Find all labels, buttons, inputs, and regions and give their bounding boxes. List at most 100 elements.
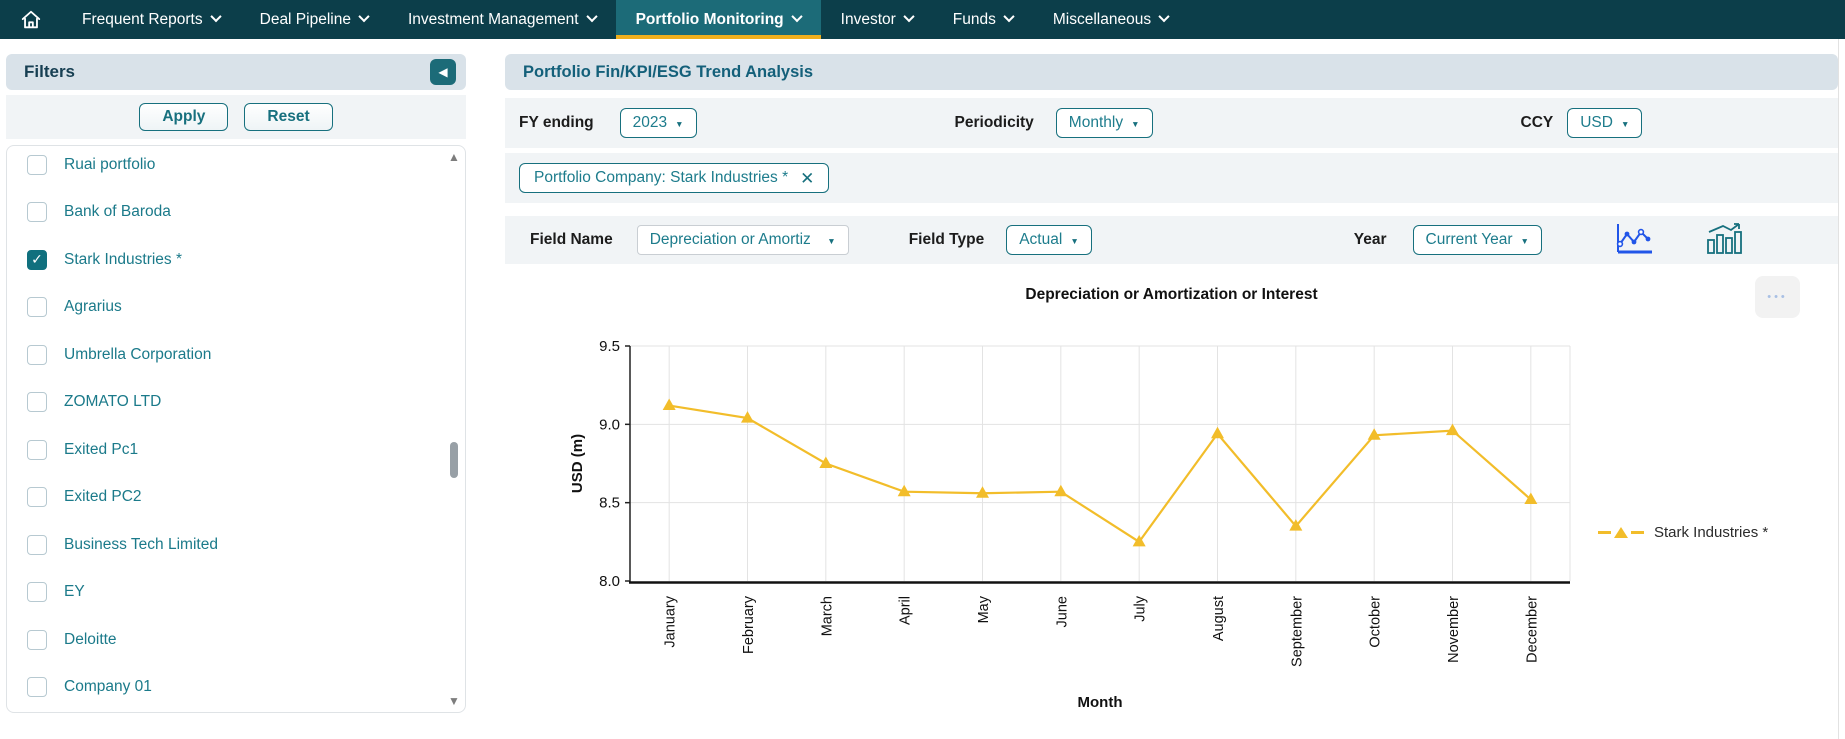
line-chart-view-button[interactable]	[1615, 222, 1655, 259]
view-switcher	[1615, 222, 1743, 259]
checkbox[interactable]	[27, 344, 47, 365]
nav-item-label: Investment Management	[407, 10, 579, 28]
caret-down-icon: ▼	[1520, 235, 1529, 246]
list-item-business-tech-limited: Business Tech Limited	[27, 521, 445, 569]
checkbox[interactable]	[27, 297, 47, 318]
company-label: Exited Pc1	[64, 440, 139, 458]
checkbox[interactable]	[27, 154, 47, 175]
filters-title: Filters	[24, 62, 76, 81]
year-label: Year	[1353, 231, 1387, 248]
nav-item-miscellaneous[interactable]: Miscellaneous	[1033, 0, 1188, 39]
collapse-left-icon: ◀	[438, 65, 448, 79]
caret-down-icon: ▼	[827, 235, 836, 246]
svg-text:April: April	[898, 596, 914, 625]
list-item-umbrella-corporation: Umbrella Corporation	[27, 331, 445, 379]
list-item-stark-industries: ✓ Stark Industries *	[27, 236, 445, 284]
svg-text:August: August	[1211, 596, 1227, 641]
nav-item-portfolio-monitoring[interactable]: Portfolio Monitoring	[615, 0, 821, 39]
list-item-ey: EY	[27, 569, 445, 617]
checkbox[interactable]	[27, 629, 47, 650]
list-item-deloitte: Deloitte	[27, 616, 445, 664]
checkbox[interactable]	[27, 439, 47, 460]
checkbox[interactable]	[27, 534, 47, 555]
bar-chart-view-button[interactable]	[1703, 222, 1743, 259]
caret-down-icon: ▼	[1620, 118, 1630, 129]
nav-item-label: Portfolio Monitoring	[635, 10, 784, 28]
list-item-exited-pc2: Exited PC2	[27, 474, 445, 522]
scrollbar[interactable]: ▲ ▼	[446, 150, 462, 708]
svg-text:May: May	[976, 595, 992, 623]
nav-item-investment-management[interactable]: Investment Management	[388, 0, 616, 39]
chevron-down-icon	[1003, 10, 1015, 23]
page-edge-divider	[1838, 39, 1839, 739]
scrollbar-thumb[interactable]	[450, 442, 458, 478]
home-icon	[21, 10, 41, 28]
field-type-select[interactable]: Actual ▼	[1006, 225, 1092, 255]
scroll-down-icon[interactable]: ▼	[448, 694, 460, 708]
page-header: Portfolio Fin/KPI/ESG Trend Analysis	[505, 54, 1838, 90]
periodicity-select[interactable]: Monthly ▼	[1055, 108, 1153, 138]
field-type-label: Field Type	[908, 231, 985, 248]
nav-items: Frequent Reports Deal Pipeline Investment …	[62, 0, 1188, 39]
company-label: Company 01	[64, 678, 152, 696]
scroll-up-icon[interactable]: ▲	[448, 150, 460, 164]
collapse-filters-button[interactable]: ◀	[430, 59, 456, 85]
svg-text:July: July	[1133, 595, 1149, 622]
svg-text:June: June	[1054, 596, 1070, 627]
company-label: Bank of Baroda	[64, 203, 171, 221]
list-item-zomato-ltd: ZOMATO LTD	[27, 379, 445, 427]
list-item-agrarius: Agrarius	[27, 284, 445, 332]
fy-ending-select[interactable]: 2023 ▼	[619, 108, 697, 138]
nav-item-investor[interactable]: Investor	[821, 0, 933, 39]
company-filter-tag-label: Portfolio Company: Stark Industries *	[534, 169, 789, 186]
list-item-bank-of-baroda: Bank of Baroda	[27, 189, 445, 237]
checkbox[interactable]: ✓	[27, 249, 47, 270]
chevron-down-icon	[358, 10, 370, 23]
company-label: Exited PC2	[64, 488, 142, 506]
fy-ending-value: 2023	[632, 114, 668, 131]
chevron-down-icon	[903, 10, 915, 23]
nav-item-frequent-reports[interactable]: Frequent Reports	[62, 0, 240, 39]
top-nav: Frequent Reports Deal Pipeline Investment …	[0, 0, 1845, 39]
company-label: EY	[64, 583, 85, 601]
list-item-exited-pc1: Exited Pc1	[27, 426, 445, 474]
checkbox[interactable]	[27, 487, 47, 508]
field-name-value: Depreciation or Amortiz	[649, 231, 811, 248]
company-label: Ruai portfolio	[64, 155, 156, 173]
line-chart-icon	[1616, 223, 1652, 253]
chart-options-button[interactable]: •••	[1755, 276, 1800, 318]
chevron-down-icon	[790, 10, 803, 23]
apply-button[interactable]: Apply	[139, 103, 229, 131]
chevron-down-icon	[209, 10, 222, 23]
company-label: Deloitte	[64, 630, 117, 648]
caret-down-icon: ▼	[675, 118, 684, 129]
checkbox[interactable]	[27, 392, 47, 413]
checkbox[interactable]	[27, 677, 47, 698]
x-axis-title: Month	[1077, 694, 1123, 711]
trend-chart: 8.0 8.5 9.0 9.5 January February March April May…	[569, 338, 1571, 667]
close-icon[interactable]: ✕	[800, 168, 815, 188]
year-select[interactable]: Current Year ▼	[1412, 225, 1542, 255]
reset-button[interactable]: Reset	[244, 103, 333, 131]
svg-text:USD (m): USD (m)	[569, 434, 586, 493]
svg-text:February: February	[741, 595, 757, 654]
list-item-ruai-portfolio: Ruai portfolio	[27, 146, 445, 189]
periodicity-label: Periodicity	[954, 114, 1034, 131]
filter-row-primary: FY ending 2023 ▼ Periodicity Monthly ▼ C…	[505, 98, 1838, 148]
filters-header: Filters ◀	[6, 54, 466, 90]
legend-line	[1631, 531, 1644, 534]
checkbox[interactable]	[27, 582, 47, 603]
scrollbar-track[interactable]	[446, 164, 462, 694]
ccy-label: CCY	[1520, 114, 1554, 131]
field-name-select[interactable]: Depreciation or Amortiz ▼	[636, 225, 849, 255]
main-content: Portfolio Fin/KPI/ESG Trend Analysis FY …	[505, 54, 1838, 739]
caret-down-icon: ▼	[1070, 235, 1079, 246]
company-label: Business Tech Limited	[64, 535, 218, 553]
ccy-select[interactable]: USD ▼	[1567, 108, 1643, 138]
page-title: Portfolio Fin/KPI/ESG Trend Analysis	[523, 62, 814, 81]
nav-item-deal-pipeline[interactable]: Deal Pipeline	[240, 0, 388, 39]
nav-item-label: Funds	[952, 10, 996, 28]
nav-item-funds[interactable]: Funds	[933, 0, 1033, 39]
home-button[interactable]	[0, 0, 62, 39]
checkbox[interactable]	[27, 202, 47, 223]
